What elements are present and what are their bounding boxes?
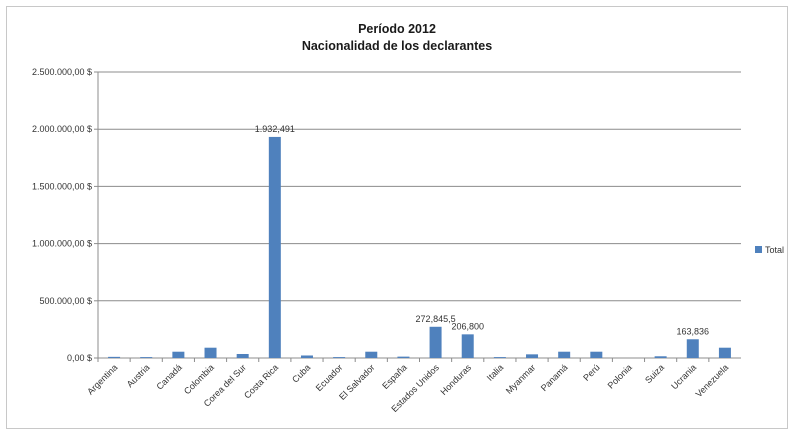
x-tick-label: Costa Rica	[242, 362, 280, 400]
data-label: 206,800	[451, 321, 484, 331]
chart-frame: Período 2012 Nacionalidad de los declara…	[6, 6, 788, 429]
x-tick-label: España	[380, 362, 409, 391]
x-tick-label: Perú	[581, 362, 602, 383]
y-tick-label: 500.000,00 $	[39, 296, 92, 306]
x-tick-label: Honduras	[438, 362, 473, 397]
bar	[140, 357, 153, 358]
x-tick-label: Venezuela	[694, 362, 731, 399]
y-tick-label: 0,00 $	[67, 353, 92, 363]
y-tick-label: 1.000.000,00 $	[32, 239, 92, 249]
bar	[590, 351, 603, 358]
bar	[204, 347, 217, 358]
data-label: 163,836	[677, 326, 710, 336]
data-label: 272,845,5	[416, 314, 456, 324]
legend-label: Total	[765, 245, 784, 255]
x-tick-label: Italia	[485, 362, 506, 383]
bar	[397, 356, 410, 358]
y-tick-label: 2.500.000,00 $	[32, 67, 92, 77]
x-tick-label: Myanmar	[504, 362, 538, 396]
x-tick-label: Austria	[125, 362, 152, 389]
bar	[429, 326, 442, 358]
y-axis-ticks: 0,00 $ 500.000,00 $ 1.000.000,00 $ 1.500.00…	[32, 67, 92, 363]
bar	[268, 136, 281, 358]
bar	[300, 355, 313, 358]
bar	[365, 351, 378, 358]
chart-subtitle: Nacionalidad de los declarantes	[301, 39, 493, 53]
x-tick-label: Suiza	[643, 362, 666, 385]
bar	[461, 334, 474, 358]
legend-swatch	[755, 246, 762, 253]
bar	[526, 354, 539, 358]
x-tick-label: Polonia	[606, 362, 634, 390]
bar	[718, 347, 731, 358]
bar	[558, 351, 571, 358]
bar	[172, 351, 185, 358]
chart-title: Período 2012 Nacionalidad de los declara…	[7, 21, 787, 55]
y-tick-label: 1.500.000,00 $	[32, 181, 92, 191]
x-tick-label: Argentina	[85, 362, 119, 396]
data-label: 1.932,491	[255, 124, 295, 134]
x-tick-label: Ucrania	[669, 362, 698, 391]
x-tick-label: Ecuador	[314, 362, 345, 393]
legend: Total	[755, 245, 784, 255]
bar	[493, 357, 506, 358]
bar	[333, 357, 346, 358]
grid-layer	[94, 71, 741, 362]
bar	[236, 353, 249, 358]
x-tick-label: Cuba	[290, 362, 312, 384]
bar	[686, 339, 699, 358]
bar	[108, 356, 121, 358]
chart-svg: 0,00 $ 500.000,00 $ 1.000.000,00 $ 1.500.00…	[32, 67, 784, 414]
x-tick-label: Panamá	[539, 362, 570, 393]
bars	[108, 136, 731, 358]
y-tick-label: 2.000.000,00 $	[32, 124, 92, 134]
chart-title-line1: Período 2012	[358, 22, 436, 36]
x-tick-label: Canadá	[154, 362, 183, 391]
bar	[654, 356, 667, 358]
